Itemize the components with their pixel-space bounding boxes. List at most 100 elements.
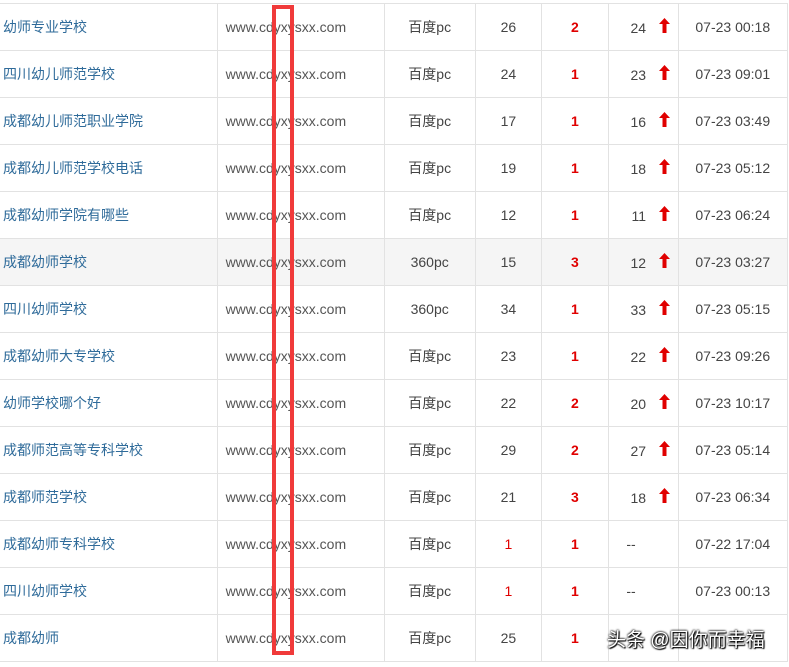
update-time: 07-23 06:34 [677, 473, 789, 521]
arrow-up-icon [658, 18, 670, 36]
table-row: 成都幼师学院有哪些 www.cdyxysxx.com 百度pc 12 1 11 07-23 … [0, 191, 789, 239]
original-rank: 24 [474, 50, 543, 98]
keyword-link[interactable]: 四川幼师学校 [0, 285, 218, 333]
redaction-box [272, 5, 294, 655]
arrow-up-icon [658, 394, 670, 412]
update-time: 07-23 00:18 [677, 3, 789, 51]
current-rank: 24 [630, 20, 647, 36]
update-time [677, 614, 789, 662]
original-rank: 17 [474, 97, 543, 145]
table-row: 成都幼师专科学校 www.cdyxysxx.com 百度pc 1 1 -- 07-22 17… [0, 520, 789, 568]
current-rank-cell: -- [607, 520, 679, 568]
table-row: 幼师专业学校 www.cdyxysxx.com 百度pc 26 2 24 07-23 00:… [0, 3, 789, 51]
search-engine: 360pc [383, 238, 476, 286]
rank-change: 1 [541, 567, 609, 615]
current-rank: 20 [630, 396, 647, 412]
rank-change: 1 [541, 191, 609, 239]
original-rank: 23 [474, 332, 543, 380]
update-time: 07-23 10:17 [677, 379, 789, 427]
original-rank: 15 [474, 238, 543, 286]
keyword-link[interactable]: 成都师范高等专科学校 [0, 426, 218, 474]
current-rank: 27 [630, 443, 647, 459]
keyword-link[interactable]: 成都幼儿师范职业学院 [0, 97, 218, 145]
current-rank: 11 [631, 208, 647, 224]
table-row: 成都幼师大专学校 www.cdyxysxx.com 百度pc 23 1 22 07-23 0… [0, 332, 789, 380]
arrow-up-icon [658, 206, 670, 224]
keyword-link[interactable]: 成都幼儿师范学校电话 [0, 144, 218, 192]
arrow-up-icon [658, 441, 670, 459]
current-rank-cell [607, 614, 679, 662]
search-engine: 百度pc [383, 426, 476, 474]
rank-change: 1 [541, 614, 609, 662]
keyword-link[interactable]: 成都幼师学院有哪些 [0, 191, 218, 239]
original-rank: 29 [474, 426, 543, 474]
domain: www.cdyxysxx.com [216, 191, 385, 239]
keyword-link[interactable]: 幼师专业学校 [0, 3, 218, 51]
rank-change: 3 [541, 238, 609, 286]
rank-table: 幼师专业学校 www.cdyxysxx.com 百度pc 26 2 24 07-23 00:… [0, 3, 789, 662]
current-rank-cell: 18 [607, 473, 679, 521]
update-time: 07-23 00:13 [677, 567, 789, 615]
keyword-link[interactable]: 四川幼师学校 [0, 567, 218, 615]
current-rank: -- [626, 536, 636, 552]
current-rank-cell: 23 [607, 50, 679, 98]
current-rank-cell: 11 [607, 191, 679, 239]
keyword-link[interactable]: 成都幼师 [0, 614, 218, 662]
rank-change: 2 [541, 3, 609, 51]
current-rank-cell: 22 [607, 332, 679, 380]
current-rank-cell: 12 [607, 238, 679, 286]
keyword-link[interactable]: 幼师学校哪个好 [0, 379, 218, 427]
domain: www.cdyxysxx.com [216, 50, 385, 98]
update-time: 07-23 03:27 [677, 238, 789, 286]
domain: www.cdyxysxx.com [216, 238, 385, 286]
domain: www.cdyxysxx.com [216, 473, 385, 521]
current-rank-cell: 33 [607, 285, 679, 333]
table-row: 四川幼师学校 www.cdyxysxx.com 360pc 34 1 33 07-23 05… [0, 285, 789, 333]
table-row: 成都师范学校 www.cdyxysxx.com 百度pc 21 3 18 07-23 06:… [0, 473, 789, 521]
current-rank: 16 [630, 114, 647, 130]
domain: www.cdyxysxx.com [216, 285, 385, 333]
current-rank: 18 [630, 161, 647, 177]
original-rank: 1 [474, 567, 543, 615]
current-rank-cell: 16 [607, 97, 679, 145]
domain: www.cdyxysxx.com [216, 3, 385, 51]
current-rank-cell: 24 [607, 3, 679, 51]
update-time: 07-23 05:15 [677, 285, 789, 333]
table-row: 成都幼儿师范职业学院 www.cdyxysxx.com 百度pc 17 1 16 07-23… [0, 97, 789, 145]
search-engine: 百度pc [383, 520, 476, 568]
table-row: 成都幼师学校 www.cdyxysxx.com 360pc 15 3 12 07-23 03… [0, 238, 789, 286]
keyword-link[interactable]: 四川幼儿师范学校 [0, 50, 218, 98]
search-engine: 百度pc [383, 379, 476, 427]
keyword-link[interactable]: 成都幼师专科学校 [0, 520, 218, 568]
rank-change: 1 [541, 285, 609, 333]
arrow-up-icon [658, 253, 670, 271]
arrow-up-icon [658, 159, 670, 177]
domain: www.cdyxysxx.com [216, 567, 385, 615]
update-time: 07-23 06:24 [677, 191, 789, 239]
keyword-link[interactable]: 成都幼师大专学校 [0, 332, 218, 380]
arrow-up-icon [658, 65, 670, 83]
keyword-link[interactable]: 成都幼师学校 [0, 238, 218, 286]
domain: www.cdyxysxx.com [216, 97, 385, 145]
current-rank: 22 [630, 349, 647, 365]
search-engine: 360pc [383, 285, 476, 333]
rank-change: 3 [541, 473, 609, 521]
domain: www.cdyxysxx.com [216, 426, 385, 474]
update-time: 07-23 05:12 [677, 144, 789, 192]
current-rank-cell: 20 [607, 379, 679, 427]
update-time: 07-23 03:49 [677, 97, 789, 145]
rank-change: 1 [541, 97, 609, 145]
keyword-link[interactable]: 成都师范学校 [0, 473, 218, 521]
original-rank: 12 [474, 191, 543, 239]
original-rank: 19 [474, 144, 543, 192]
arrow-up-icon [658, 300, 670, 318]
search-engine: 百度pc [383, 3, 476, 51]
original-rank: 34 [474, 285, 543, 333]
table-row: 幼师学校哪个好 www.cdyxysxx.com 百度pc 22 2 20 07-23 10… [0, 379, 789, 427]
update-time: 07-23 09:26 [677, 332, 789, 380]
domain: www.cdyxysxx.com [216, 144, 385, 192]
original-rank: 22 [474, 379, 543, 427]
arrow-up-icon [658, 112, 670, 130]
watermark: 头条 @因你而幸福 [607, 630, 765, 651]
domain: www.cdyxysxx.com [216, 332, 385, 380]
